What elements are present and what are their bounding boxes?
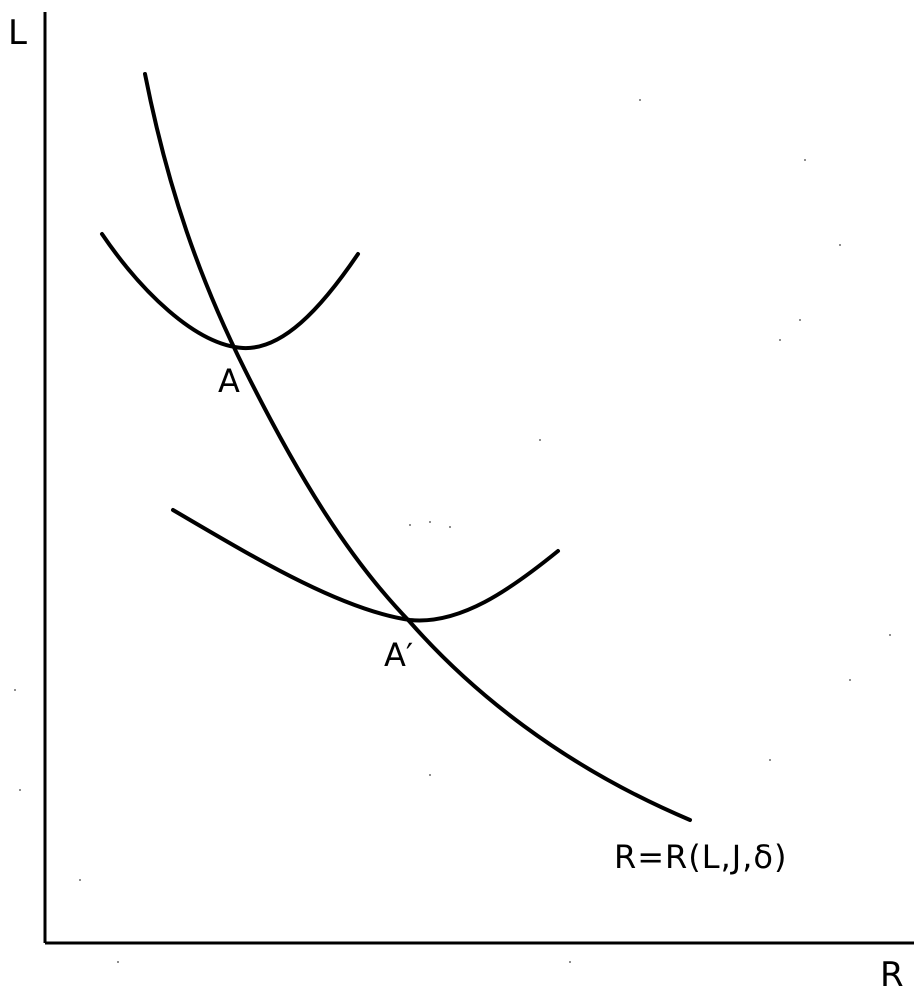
y-axis-label: L <box>8 13 27 53</box>
point-label-a: A <box>218 362 240 400</box>
constraint-curve-label: R=R(L,J,δ) <box>614 838 787 876</box>
point-label-a-prime: A′ <box>384 636 413 674</box>
lower-u-curve <box>171 508 560 623</box>
constraint-curve <box>143 72 692 822</box>
x-axis-label: R <box>880 955 904 992</box>
scan-noise <box>14 99 891 963</box>
upper-u-curve <box>100 232 360 351</box>
